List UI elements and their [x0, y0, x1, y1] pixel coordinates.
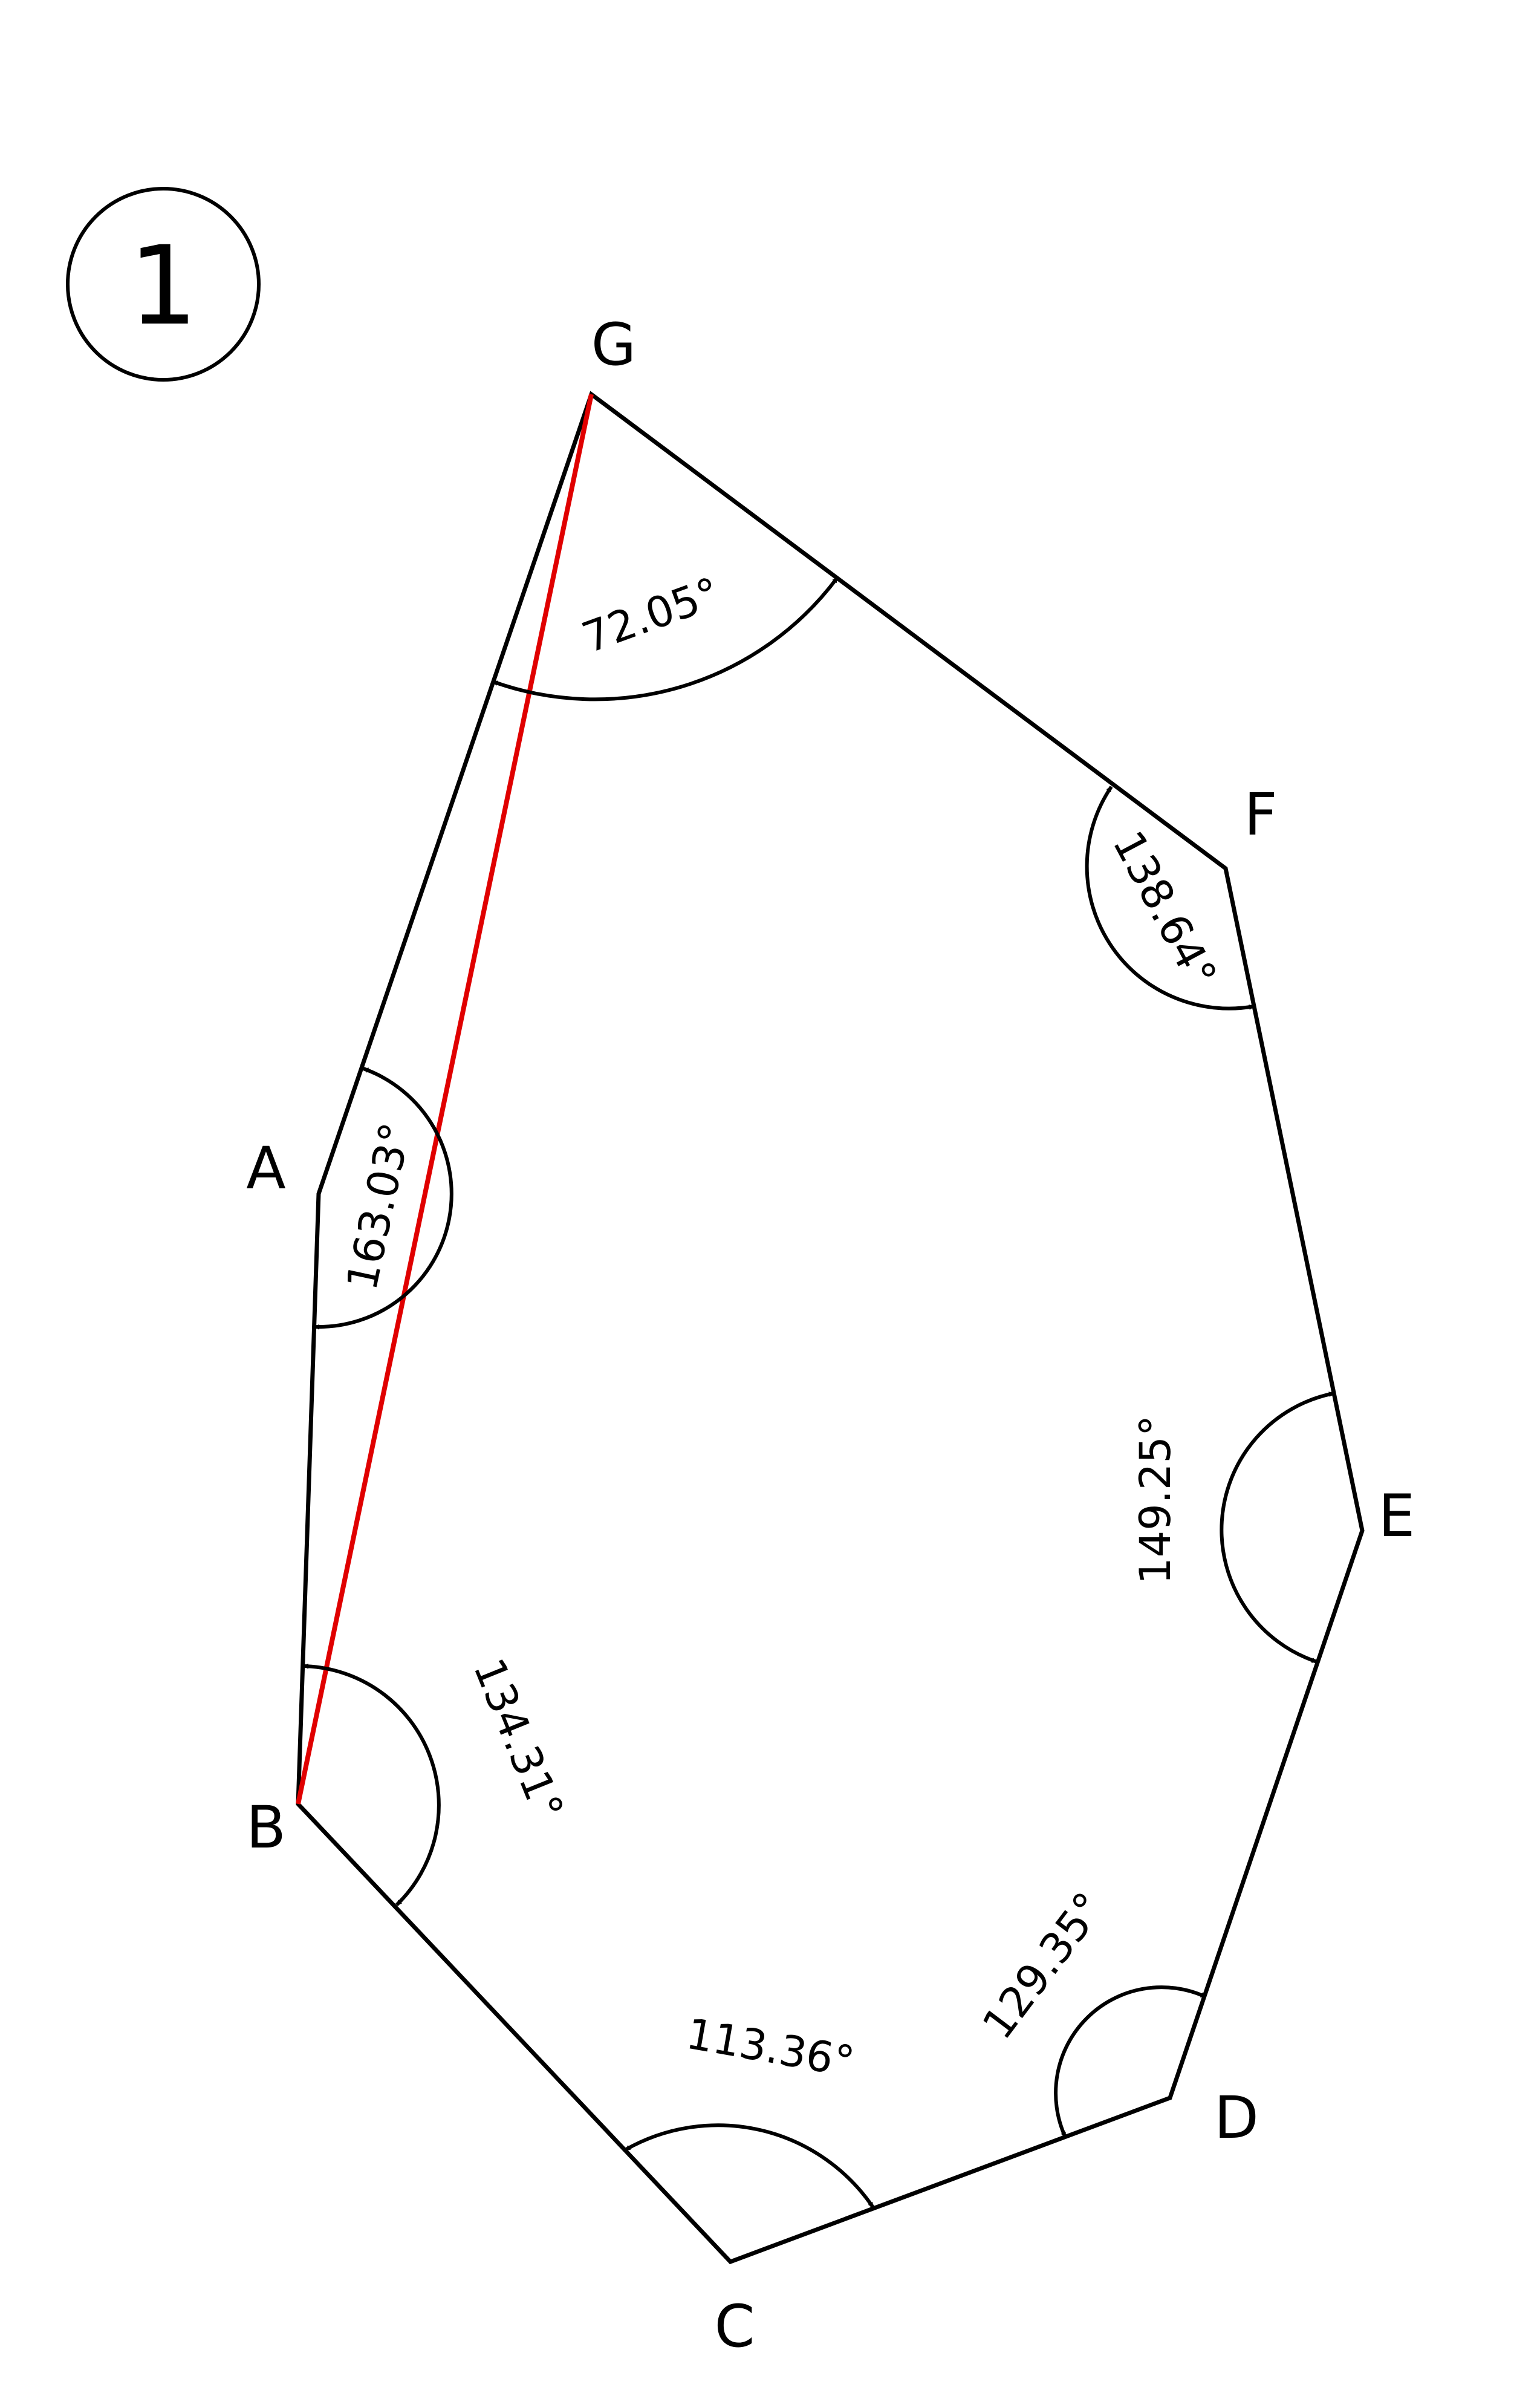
vertex-label-b: B	[246, 1794, 286, 1861]
angle-arc-f	[1085, 786, 1255, 1011]
angle-label-d: 129.35°	[973, 1883, 1114, 2048]
vertex-label-f: F	[1244, 781, 1277, 848]
vertex-label-d: D	[1214, 2084, 1259, 2152]
angle-labels: 72.05° 138.64° 163.03° 149.25° 134.31° 1…	[337, 568, 1226, 2087]
angle-label-g: 72.05°	[576, 568, 726, 663]
polygon-outline	[296, 391, 1365, 2265]
angle-label-e: 149.25°	[1131, 1415, 1180, 1584]
angle-arc-g	[492, 576, 839, 702]
angle-arc-d	[1054, 1985, 1207, 2138]
angle-arc-c	[624, 2123, 875, 2209]
angle-label-f: 138.64°	[1103, 823, 1226, 996]
vertex-labels: G F A E B D C	[246, 311, 1415, 2360]
angle-label-c: 113.36°	[683, 2009, 858, 2087]
vertex-label-c: C	[714, 2293, 755, 2360]
figure-number-circle	[66, 187, 261, 382]
angle-arc-b	[303, 1663, 441, 1907]
angle-arc-a	[314, 1067, 453, 1330]
angle-arcs	[303, 576, 1334, 2209]
angle-label-b: 134.31°	[464, 1652, 573, 1827]
vertex-label-g: G	[591, 311, 636, 379]
vertex-label-a: A	[246, 1135, 286, 1202]
figure-number-badge: 1	[66, 187, 261, 382]
angle-arc-e	[1220, 1392, 1334, 1664]
vertex-label-e: E	[1379, 1482, 1415, 1550]
highlighted-diagonal-gb	[296, 394, 594, 1805]
figure-number: 1	[129, 223, 198, 350]
